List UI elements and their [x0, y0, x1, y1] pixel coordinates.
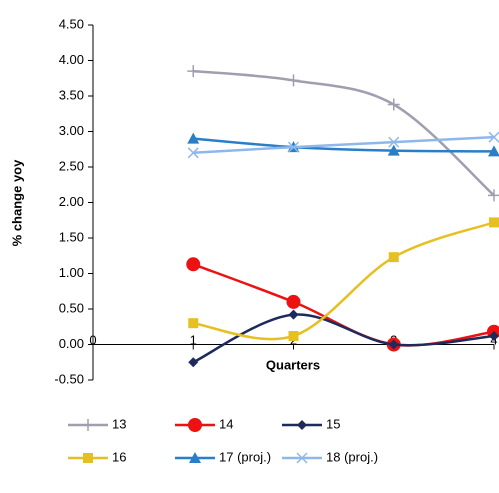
y-tick-label: 0.00 — [59, 336, 84, 351]
legend-label: 17 (proj.) — [219, 449, 271, 464]
x-tick-label: 1 — [190, 332, 197, 347]
series-line — [192, 263, 495, 347]
legend-marker — [296, 452, 308, 464]
legend-marker — [82, 419, 94, 431]
data-point — [286, 294, 301, 309]
series-line — [193, 69, 495, 197]
y-tick-label: 3.00 — [59, 123, 84, 138]
y-tick-label: 4.00 — [59, 52, 84, 67]
data-point — [489, 330, 499, 341]
legend-marker — [189, 452, 201, 463]
legend-marker — [83, 453, 93, 463]
data-point — [388, 136, 400, 148]
data-point — [488, 145, 499, 157]
data-point — [287, 141, 300, 153]
series-line — [193, 135, 495, 155]
legend-label: 15 — [326, 416, 340, 431]
legend-label: 16 — [112, 449, 126, 464]
y-tick-label: 2.50 — [59, 158, 84, 173]
legend-label: 13 — [112, 416, 126, 431]
y-tick-label: 1.00 — [59, 265, 84, 280]
y-tick-label: 2.00 — [59, 194, 84, 209]
series-line — [193, 137, 495, 153]
data-point — [187, 147, 199, 159]
legend-label: 14 — [219, 416, 233, 431]
data-point — [186, 257, 201, 272]
legend-marker — [297, 420, 307, 430]
legend-marker — [188, 418, 202, 432]
y-axis-title: % change yoy — [9, 159, 24, 246]
data-point — [287, 74, 300, 87]
y-tick-label: 1.50 — [59, 229, 84, 244]
data-point — [188, 357, 199, 368]
data-point — [489, 217, 499, 228]
data-point — [388, 252, 399, 263]
data-point — [488, 131, 499, 143]
series-line — [192, 313, 495, 364]
x-tick-label: 0 — [89, 332, 96, 347]
data-point — [187, 65, 200, 78]
series-line — [193, 221, 495, 341]
y-tick-label: 4.50 — [59, 16, 84, 31]
data-point — [187, 132, 200, 144]
y-tick-label: 3.50 — [59, 87, 84, 102]
data-point — [388, 339, 399, 350]
y-tick-label: -0.50 — [54, 371, 84, 386]
data-point — [188, 318, 199, 329]
data-point — [387, 98, 400, 111]
data-point — [488, 189, 499, 202]
y-tick-label: 0.50 — [59, 300, 84, 315]
x-axis-title: Quarters — [266, 357, 320, 372]
legend-label: 18 (proj.) — [326, 449, 378, 464]
data-point — [288, 330, 299, 341]
data-point — [387, 144, 400, 156]
data-point — [288, 309, 299, 320]
